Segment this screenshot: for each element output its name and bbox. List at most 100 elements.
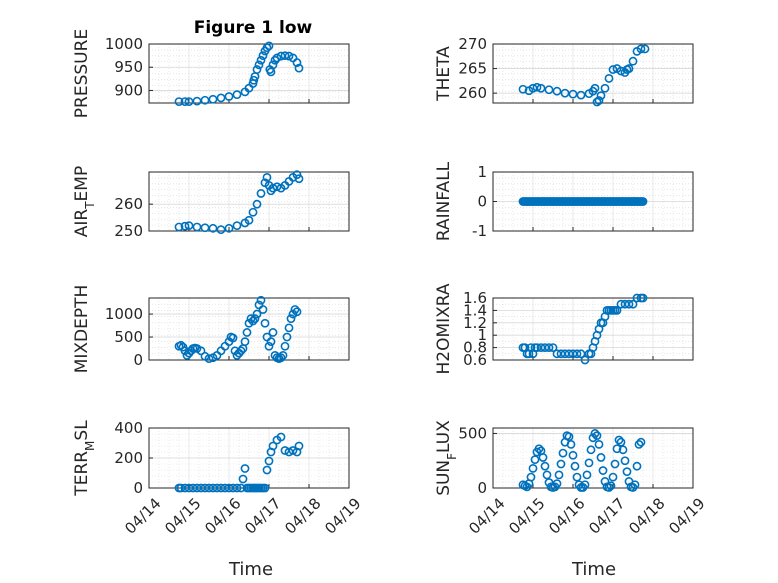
data-point-marker <box>232 483 242 493</box>
subplot-h2omixra: 0.60.811.21.41.6 H2OMIXRA <box>434 283 694 375</box>
data-point-marker <box>292 58 302 67</box>
subplot-mixdepth: 0 500 1000 MIXDEPTH <box>72 285 350 374</box>
data-point-marker <box>272 182 282 192</box>
data-point-marker <box>294 174 304 184</box>
data-point-marker <box>200 223 210 233</box>
data-point-marker <box>518 84 528 94</box>
data-point-marker <box>260 483 270 493</box>
y-tick-label: 0.6 <box>463 351 487 369</box>
data-point-marker <box>246 314 256 324</box>
data-point-marker <box>196 483 206 493</box>
data-point-marker <box>196 346 206 356</box>
data-point-marker <box>604 74 614 83</box>
y-tick-label: 400 <box>114 419 143 437</box>
data-point-marker <box>249 75 259 85</box>
data-point-marker <box>284 323 294 333</box>
data-point-marker <box>560 88 570 98</box>
data-point-marker <box>570 461 580 471</box>
data-point-marker <box>250 314 260 324</box>
y-tick-label: 0 <box>133 479 143 497</box>
data-point-marker <box>618 445 628 455</box>
data-point-marker <box>240 464 250 473</box>
data-point-marker <box>208 94 218 104</box>
data-point-marker <box>270 55 280 65</box>
data-point-marker <box>278 351 288 360</box>
axes-box <box>148 297 350 361</box>
data-point-marker <box>636 44 646 54</box>
data-point-marker <box>566 439 576 449</box>
subplot-pressure: 900 950 1000 PRESSURE <box>72 29 350 118</box>
y-tick-label: 1 <box>477 163 487 181</box>
data-point-marker <box>286 314 296 324</box>
data-point-marker <box>536 83 546 93</box>
data-point-marker <box>596 453 606 462</box>
data-point-marker <box>594 439 604 449</box>
data-point-marker <box>540 461 550 471</box>
data-point-marker <box>220 341 230 351</box>
y-tick-label: 1.2 <box>463 314 487 332</box>
data-point-marker <box>568 450 578 460</box>
data-point-marker <box>534 444 544 454</box>
data-point-marker <box>224 223 234 233</box>
data-point-marker <box>192 96 202 106</box>
data-point-marker <box>294 63 304 73</box>
data-point-marker <box>622 467 632 477</box>
data-point-marker <box>554 470 564 480</box>
data-point-marker <box>594 96 604 105</box>
data-point-marker <box>266 337 276 347</box>
data-point-marker <box>528 463 538 473</box>
y-tick-label: 1000 <box>105 305 143 323</box>
data-point-marker <box>612 444 622 454</box>
data-point-marker <box>538 453 548 462</box>
y-axis-label: AIRTEMP <box>72 166 97 237</box>
y-axis-label: TERRMSL <box>72 420 97 497</box>
data-point-marker <box>212 483 222 493</box>
data-point-marker <box>224 483 234 493</box>
data-point-marker <box>268 328 278 337</box>
data-point-marker <box>228 483 238 493</box>
data-point-marker <box>252 199 262 209</box>
x-tick-label: 04/19 <box>665 494 708 537</box>
data-point-marker <box>592 97 602 107</box>
data-point-marker <box>200 483 210 493</box>
data-point-marker <box>624 299 634 309</box>
data-point-marker <box>176 340 186 350</box>
data-point-marker <box>248 316 258 326</box>
data-point-marker <box>636 437 646 447</box>
data-point-marker <box>544 343 554 352</box>
data-point-marker <box>282 332 292 342</box>
data-point-marker <box>238 474 248 484</box>
data-point-marker <box>614 435 624 445</box>
data-point-marker <box>610 459 620 469</box>
data-point-marker <box>586 445 596 455</box>
figure-title: Figure 1 low <box>194 18 313 38</box>
axes-box <box>148 43 350 104</box>
y-axis-label: THETA <box>434 46 454 102</box>
data-point-marker <box>208 223 218 233</box>
x-tick-label: 04/14 <box>121 494 164 537</box>
data-point-marker <box>236 483 246 493</box>
x-tick-label: 04/16 <box>201 494 244 537</box>
data-point-marker <box>256 295 266 305</box>
data-point-marker <box>544 85 554 95</box>
data-point-marker <box>174 97 184 107</box>
data-point-marker <box>264 456 274 466</box>
y-axis-label: MIXDEPTH <box>72 285 92 374</box>
data-point-marker <box>584 458 594 468</box>
y-tick-label: 950 <box>114 58 143 76</box>
data-point-marker <box>232 90 242 100</box>
data-point-marker <box>572 472 582 482</box>
data-point-marker <box>204 483 214 493</box>
y-tick-label: 500 <box>458 424 487 442</box>
x-tick-label: 04/15 <box>161 494 204 537</box>
data-point-marker <box>620 456 630 466</box>
data-point-marker <box>292 307 302 317</box>
data-point-marker <box>280 341 290 351</box>
data-point-marker <box>200 95 210 105</box>
x-tick-label: 04/18 <box>625 494 668 537</box>
x-tick-label: 04/17 <box>585 494 628 537</box>
y-tick-label: 900 <box>114 81 143 99</box>
